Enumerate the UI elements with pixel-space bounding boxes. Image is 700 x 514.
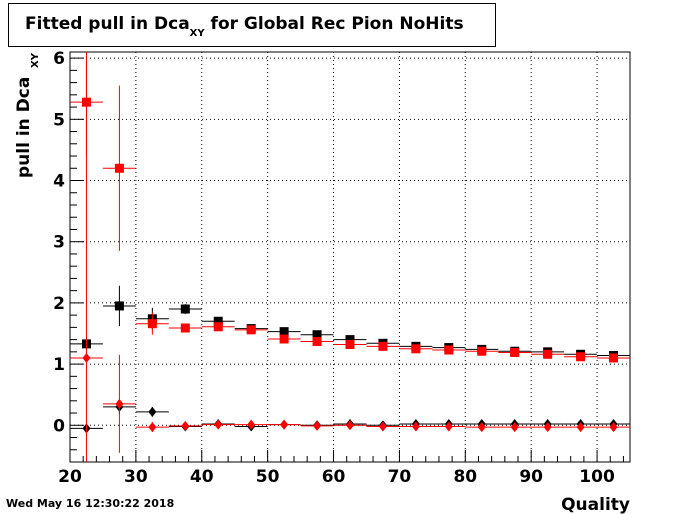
data-point-diamond [313,420,322,431]
y-tick-label: 4 [53,172,65,192]
data-point-square [576,352,586,362]
data-point-diamond [115,398,124,409]
data-point-diamond [609,422,618,433]
y-axis-label: pull in Dca [14,77,34,178]
x-tick-label: 70 [388,467,412,487]
data-point-square [213,316,223,326]
y-tick-label: 3 [53,233,65,253]
x-tick-label: 60 [322,467,346,487]
timestamp: Wed May 16 12:30:22 2018 [6,497,175,510]
data-point-diamond [247,419,256,430]
data-point-diamond [543,422,552,433]
data-point-diamond [444,421,453,432]
title-main: Fitted pull in Dca [25,14,190,34]
x-tick-label: 80 [453,467,477,487]
y-tick-label: 6 [53,49,65,69]
data-point-square [180,304,190,314]
y-tick-label: 2 [53,294,65,314]
data-point-square [312,330,322,340]
x-axis-label: Quality [561,495,630,514]
data-point-square [477,346,487,356]
data-point-square [246,325,256,335]
data-point-diamond [346,420,354,431]
data-point-square [378,341,388,351]
data-point-square [180,323,190,333]
y-tick-label: 0 [53,416,65,436]
data-point-diamond [477,422,486,433]
title-tail: for Global Rec Pion NoHits [204,14,464,34]
data-point-square [411,344,421,354]
data-point-square [444,345,454,355]
data-point-square [114,163,124,173]
data-point-diamond [214,419,223,430]
plot-frame [69,51,631,463]
data-point-diamond [148,406,157,417]
data-point-square [114,301,124,311]
data-point-diamond [378,421,387,432]
data-point-diamond [576,422,585,433]
x-tick-label: 90 [519,467,543,487]
title-subscript: XY [189,28,205,39]
data-point-diamond [411,421,420,432]
data-point-square [279,327,289,337]
y-tick-label: 5 [53,110,65,130]
x-tick-label: 40 [190,467,214,487]
data-point-square [312,336,322,346]
y-tick-label: 1 [53,355,65,375]
data-point-diamond [148,422,157,433]
data-point-square [345,335,355,345]
x-tick-label: 30 [124,467,148,487]
data-point-square [609,353,619,363]
y-axis-label-subscript: XY [30,52,41,68]
data-point-diamond [82,352,91,363]
data-point-square [543,349,553,359]
data-point-diamond [280,419,289,430]
data-point-diamond [181,420,190,431]
data-point-square [279,334,289,344]
chart-title: Fitted pull in DcaXY for Global Rec Pion… [25,14,464,39]
x-tick-label: 50 [256,467,280,487]
x-tick-label: 20 [58,467,82,487]
data-point-square [213,322,223,332]
data-point-diamond [510,422,519,433]
data-point-square [345,340,355,350]
data-point-square [147,319,157,329]
data-point-square [510,347,520,357]
x-tick-label: 100 [579,467,615,487]
chart-title-box: Fitted pull in DcaXY for Global Rec Pion… [8,3,496,47]
